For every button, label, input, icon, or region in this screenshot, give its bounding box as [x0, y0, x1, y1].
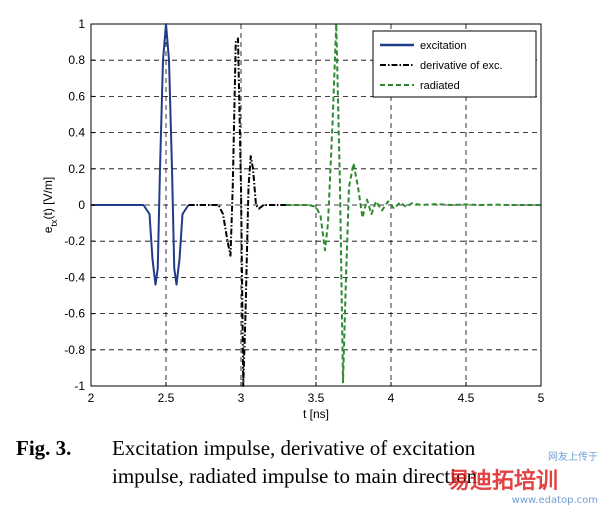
y-tick-label: 0.4: [68, 126, 85, 140]
grid-lines: [91, 24, 541, 386]
caption-text-line-2: impulse, radiated impulse to main direct…: [112, 464, 478, 488]
figure-caption: Fig. 3. Excitation impulse, derivative of…: [16, 434, 596, 490]
legend: excitation derivative of exc. radiated: [372, 30, 537, 98]
x-tick-label: 2: [88, 391, 95, 405]
y-tick-label: 0: [78, 198, 85, 212]
caption-text-line-1: Excitation impulse, derivative of excita…: [112, 436, 476, 460]
axis-ticks: 2 2.5 3 3.5 4 4.5 5 1 0.8 0.6 0.4 0.2 0 -0.2 -0.4 -0.6 -…: [64, 17, 544, 405]
series-group: [91, 23, 541, 387]
x-axis-label: t [ns]: [303, 407, 329, 421]
y-axis-label: etx(t) [V/m]: [41, 177, 59, 233]
series-line-excitation: [91, 23, 190, 286]
legend-label-radiated: radiated: [420, 80, 460, 92]
series-line-derivative-of-exc: [188, 37, 286, 387]
y-tick-label: -0.6: [64, 307, 85, 321]
y-tick-label: -0.4: [64, 270, 85, 284]
x-tick-label: 4.5: [458, 391, 475, 405]
legend-label-derivative: derivative of exc.: [420, 60, 503, 72]
y-tick-label: 0.6: [68, 89, 85, 103]
x-tick-label: 3.5: [308, 391, 325, 405]
y-tick-label: 0.2: [68, 162, 85, 176]
line-chart: 2 2.5 3 3.5 4 4.5 5 1 0.8 0.6 0.4 0.2 0 -0.2 -0.4 -0.6 -…: [41, 17, 545, 421]
y-tick-label: 0.8: [68, 53, 85, 67]
y-tick-label: -0.2: [64, 234, 85, 248]
y-tick-label: 1: [78, 17, 85, 31]
x-tick-label: 5: [538, 391, 545, 405]
caption-line-1: Fig. 3. Excitation impulse, derivative of…: [16, 434, 596, 462]
y-tick-label: -1: [74, 379, 85, 393]
x-tick-label: 2.5: [158, 391, 175, 405]
watermark-line-3: www.edatop.com: [511, 495, 598, 506]
series-line-radiated: [286, 23, 541, 384]
legend-label-excitation: excitation: [420, 40, 466, 52]
y-tick-label: -0.8: [64, 343, 85, 357]
caption-figure-label: Fig. 3.: [16, 436, 72, 460]
x-tick-label: 4: [388, 391, 395, 405]
x-tick-label: 3: [238, 391, 245, 405]
